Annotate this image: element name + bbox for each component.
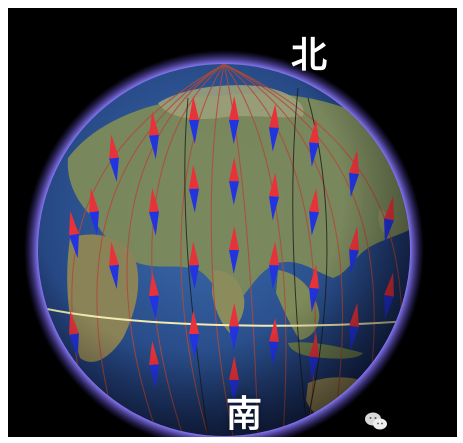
globe-shading xyxy=(38,64,410,436)
south-label: 南 xyxy=(226,394,263,435)
wechat-icon xyxy=(365,412,387,430)
north-label: 北 xyxy=(291,35,328,76)
earth-magnetic-field-illustration xyxy=(24,50,424,437)
space-background: 北 南 xyxy=(8,8,457,437)
